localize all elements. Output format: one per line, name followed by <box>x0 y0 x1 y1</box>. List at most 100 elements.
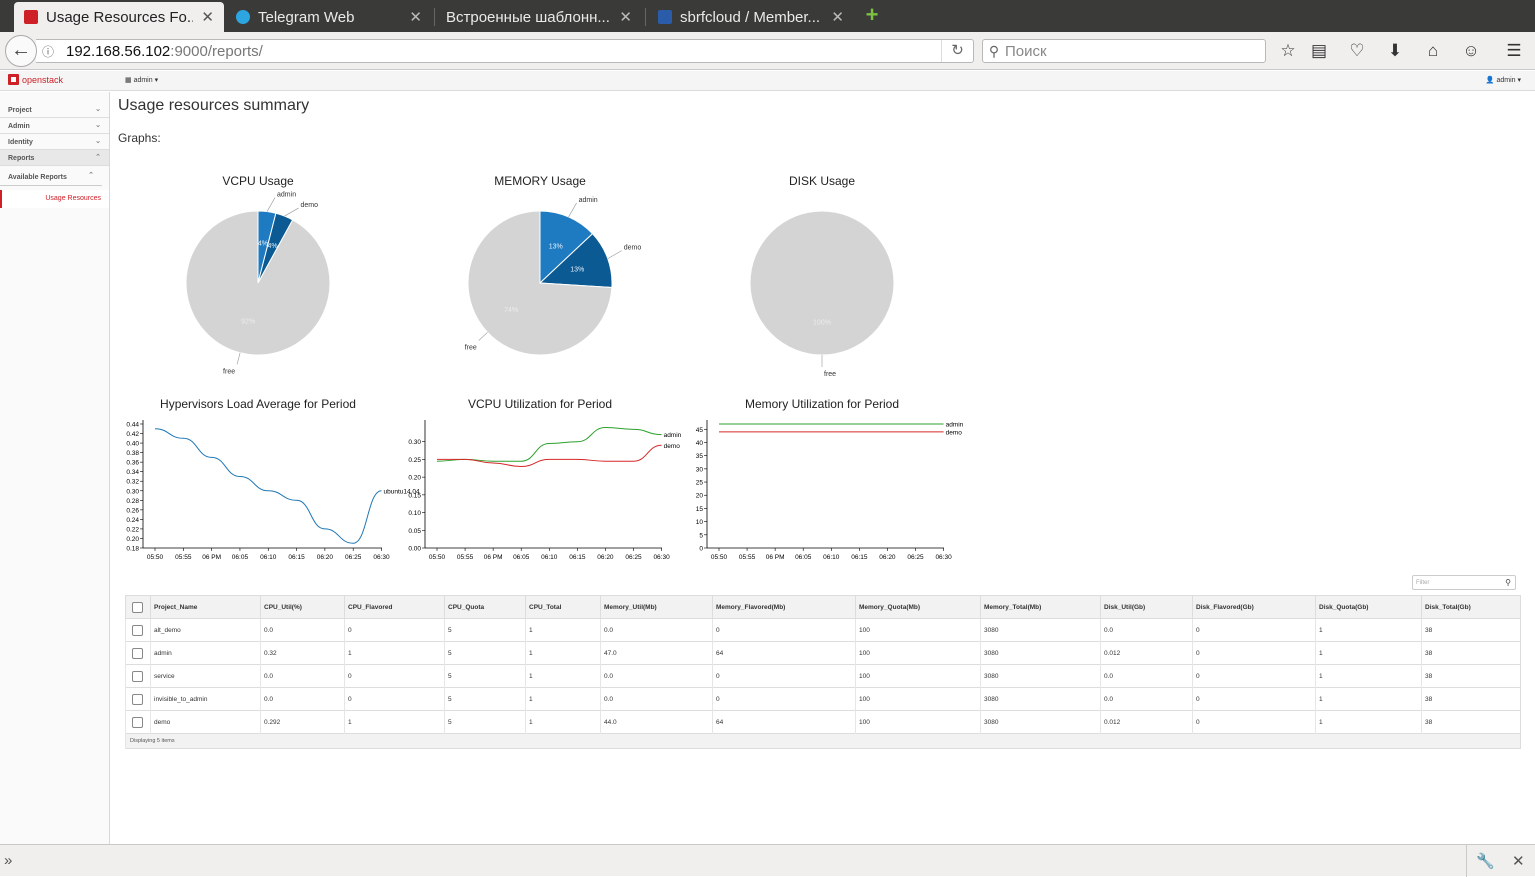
y-tick-label: 10 <box>696 519 704 526</box>
openstack-logo[interactable]: openstack <box>8 74 63 85</box>
column-header[interactable]: Memory_Flavored(Mb) <box>712 595 856 619</box>
column-header[interactable]: Memory_Quota(Mb) <box>855 595 981 619</box>
wrench-icon[interactable]: 🔧 <box>1476 853 1495 870</box>
column-header[interactable]: Disk_Total(Gb) <box>1421 595 1521 619</box>
sidebar-item-available-reports[interactable]: Available Reports ⌃ <box>0 168 102 186</box>
chevron-down-icon: ⌄ <box>95 138 101 145</box>
search-icon[interactable]: ⚲ <box>1505 578 1511 587</box>
hamburger-menu-icon[interactable]: ☰ <box>1506 41 1522 60</box>
row-checkbox[interactable] <box>132 624 143 636</box>
x-tick-label: 05:55 <box>739 554 756 561</box>
x-tick-label: 06:15 <box>851 554 868 561</box>
y-tick-label: 0.22 <box>126 526 139 533</box>
browser-tab-2[interactable]: Встроенные шаблонн... ✕ <box>436 2 642 32</box>
pie-slice-demo <box>257 212 294 284</box>
site-info-icon[interactable]: ⓘ <box>41 44 54 59</box>
chat-icon[interactable]: ☺ <box>1462 41 1480 60</box>
pie-percent-label: 13% <box>549 244 563 251</box>
browser-tab-1[interactable]: Telegram Web ✕ <box>226 2 432 32</box>
double-chevron-right-icon[interactable]: » <box>4 852 13 869</box>
reload-icon[interactable]: ↻ <box>941 40 973 62</box>
table-row[interactable]: alt_demo 0.0 0 5 1 0.0 0 100 3080 0.0 0 1 38 <box>125 618 1521 642</box>
column-header[interactable]: Disk_Flavored(Gb) <box>1192 595 1316 619</box>
search-input[interactable]: ⚲ Поиск <box>982 39 1266 63</box>
column-header[interactable]: Memory_Util(Mb) <box>600 595 713 619</box>
y-tick-label: 0.38 <box>126 450 139 457</box>
row-checkbox[interactable] <box>132 647 143 659</box>
user-menu[interactable]: 👤 admin ▾ <box>1485 77 1521 84</box>
pocket-icon[interactable]: ♡ <box>1349 41 1365 60</box>
new-tab-plus-icon[interactable]: + <box>865 2 879 27</box>
url-bar[interactable]: ⓘ 192.168.56.102:9000/reports/ ↻ <box>36 39 974 63</box>
sidebar-link-usage-resources[interactable]: Usage Resources <box>0 190 109 208</box>
sidebar-item-label: Project <box>8 107 32 114</box>
sidebar-item-project[interactable]: Project ⌄ <box>0 102 109 118</box>
y-tick-label: 0.36 <box>126 460 139 467</box>
project-selector[interactable]: ▦ admin ▾ <box>125 77 159 84</box>
close-tab-icon[interactable]: ✕ <box>619 9 632 26</box>
table-cell: 1 <box>1315 710 1422 734</box>
pie-callout-line <box>266 197 276 212</box>
column-header[interactable]: Memory_Total(Mb) <box>980 595 1101 619</box>
table-row[interactable]: demo 0.292 1 5 1 44.0 64 100 3080 0.012 0 1 38 <box>125 710 1521 734</box>
table-cell: service <box>150 664 261 688</box>
pie-slice-demo <box>538 233 613 289</box>
sidebar-item-reports[interactable]: Reports ⌃ <box>0 150 109 166</box>
column-header[interactable]: Disk_Quota(Gb) <box>1315 595 1422 619</box>
bookmark-star-icon[interactable]: ☆ <box>1280 41 1296 60</box>
close-tab-icon[interactable]: ✕ <box>409 9 422 26</box>
browser-tab-3[interactable]: sbrfcloud / Member... ✕ <box>648 2 854 32</box>
table-cell: invisible_to_admin <box>150 687 261 711</box>
browser-tab-0[interactable]: Usage Resources Fo... ✕ <box>14 2 224 32</box>
back-arrow-icon[interactable]: ← <box>5 35 37 67</box>
row-checkbox[interactable] <box>132 693 143 705</box>
table-cell: 47.0 <box>600 641 713 665</box>
close-tab-icon[interactable]: ✕ <box>201 9 214 26</box>
tab-title: Usage Resources Fo... <box>46 8 194 26</box>
column-header[interactable]: CPU_Util(%) <box>260 595 345 619</box>
table-cell: 5 <box>444 641 526 665</box>
memory-utilization-title: Memory Utilization for Period <box>744 397 900 411</box>
close-tab-icon[interactable]: ✕ <box>831 9 844 26</box>
row-checkbox[interactable] <box>132 670 143 682</box>
table-cell: 1 <box>525 618 601 642</box>
x-tick-label: 05:55 <box>457 554 474 561</box>
sidebar-item-admin[interactable]: Admin ⌄ <box>0 118 109 134</box>
table-cell: demo <box>150 710 261 734</box>
select-all-checkbox[interactable] <box>132 601 143 613</box>
download-icon[interactable]: ⬇ <box>1387 41 1403 60</box>
y-tick-label: 0.30 <box>126 488 139 495</box>
x-tick-label: 06:30 <box>373 554 390 561</box>
table-cell: 100 <box>855 710 981 734</box>
page-title: Usage resources summary <box>118 97 310 114</box>
y-tick-label: 0.44 <box>126 422 139 429</box>
close-icon[interactable]: ✕ <box>1512 853 1525 870</box>
filter-input[interactable]: Filter ⚲ <box>1412 575 1516 590</box>
sidebar-item-identity[interactable]: Identity ⌄ <box>0 134 109 150</box>
url-path: :9000/reports/ <box>170 42 263 60</box>
reading-list-icon[interactable]: ▤ <box>1310 41 1328 60</box>
column-header[interactable]: CPU_Quota <box>444 595 526 619</box>
table-row[interactable]: admin 0.32 1 5 1 47.0 64 100 3080 0.012 0 1 38 <box>125 641 1521 665</box>
column-header[interactable]: Disk_Util(Gb) <box>1100 595 1193 619</box>
table-cell: 1 <box>344 641 445 665</box>
user-menu-label: admin ▾ <box>1496 77 1521 84</box>
table-cell: 1 <box>525 664 601 688</box>
column-header[interactable]: CPU_Flavored <box>344 595 445 619</box>
column-header[interactable]: CPU_Total <box>525 595 601 619</box>
pie-callout-line <box>568 202 577 218</box>
home-icon[interactable]: ⌂ <box>1427 41 1439 60</box>
table-cell: 0 <box>1192 687 1316 711</box>
table-row[interactable]: invisible_to_admin 0.0 0 5 1 0.0 0 100 3080 0.0 0 1… <box>125 687 1521 711</box>
table-cell: 0 <box>344 618 445 642</box>
y-tick-label: 0.20 <box>126 536 139 543</box>
chevron-up-icon: ⌃ <box>95 154 101 161</box>
divider <box>1466 845 1467 877</box>
telegram-favicon-icon <box>236 10 250 24</box>
y-tick-label: 0.15 <box>408 492 421 499</box>
table-row[interactable]: service 0.0 0 5 1 0.0 0 100 3080 0.0 0 1 38 <box>125 664 1521 688</box>
column-header[interactable]: Project_Name <box>150 595 261 619</box>
table-cell: 0 <box>1192 710 1316 734</box>
x-tick-label: 06:25 <box>625 554 642 561</box>
row-checkbox[interactable] <box>132 716 143 728</box>
